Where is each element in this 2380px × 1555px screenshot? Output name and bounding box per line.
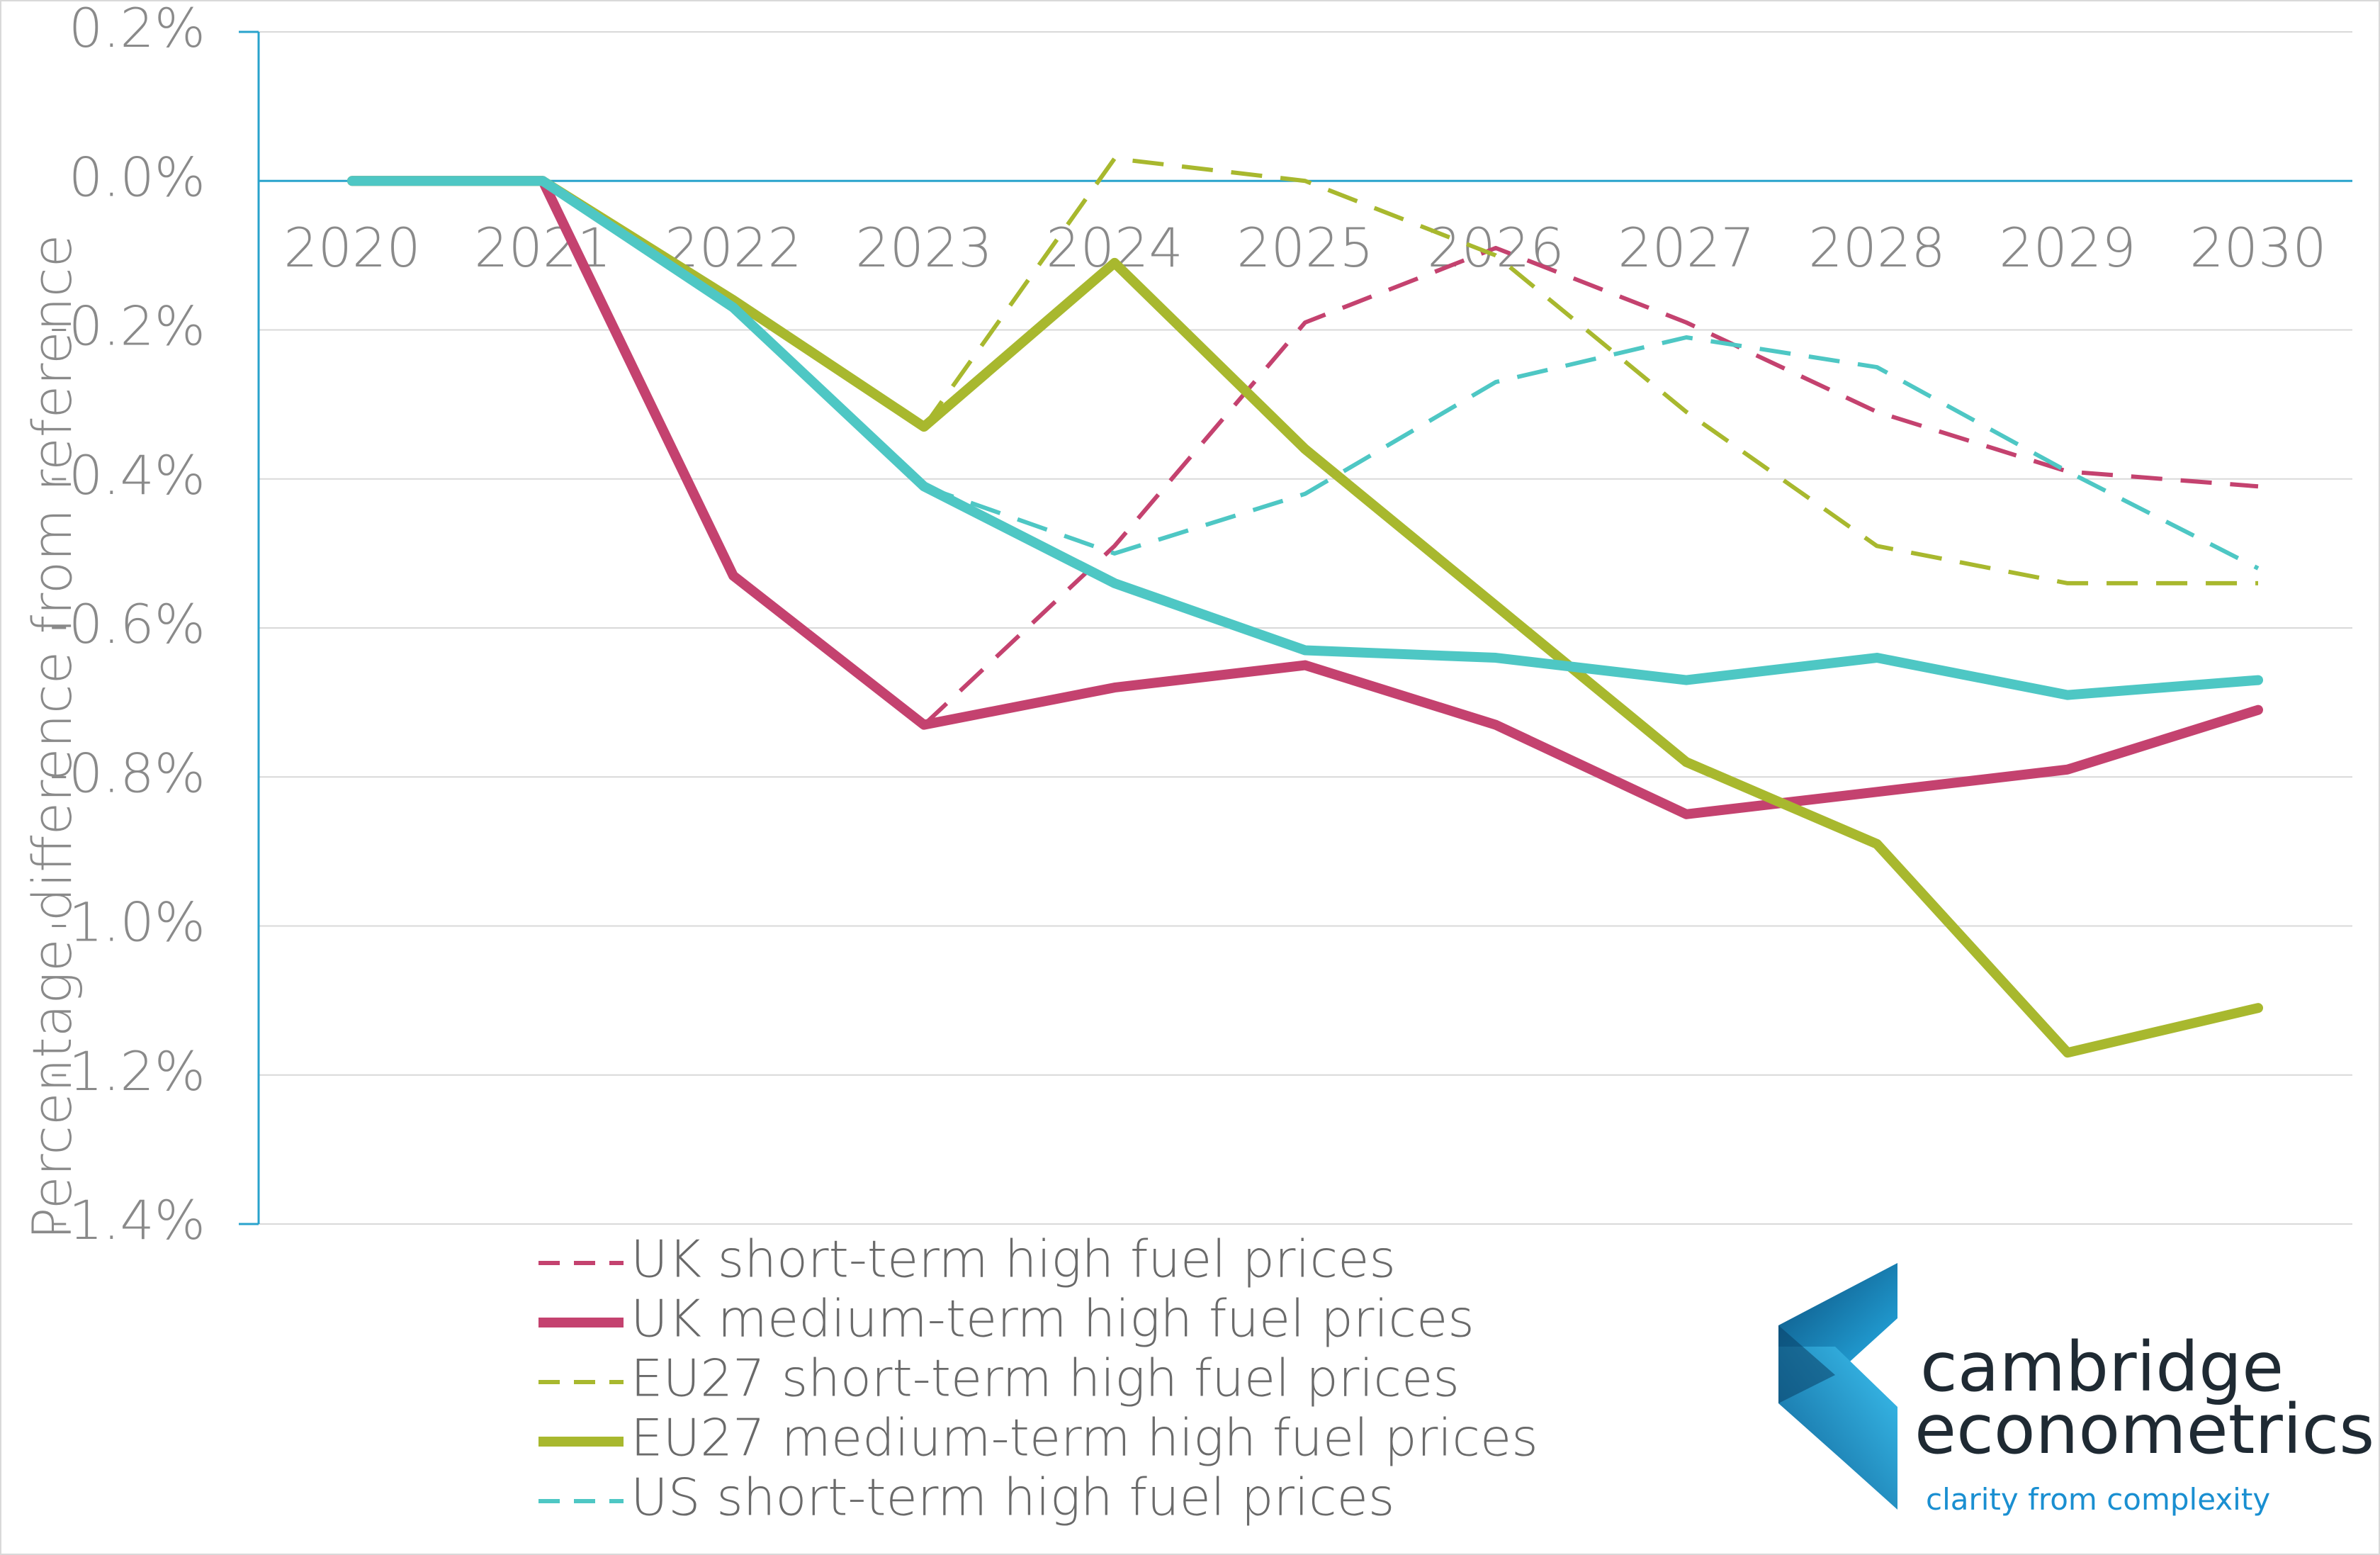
logo-mark-icon [1778,1263,1897,1510]
x-tick-label: 2027 [1618,216,1754,279]
logo-tagline: clarity from complexity [1926,1482,2270,1517]
x-tick-label: 2029 [1999,216,2136,279]
legend-label: US short-term high fuel prices [631,1468,1394,1527]
legend-label: UK medium-term high fuel prices [631,1289,1474,1349]
x-tick-label: 2020 [283,216,420,279]
y-axis-label: Percentage difference from reference [21,235,84,1240]
y-tick-label: -0.6% [49,593,205,656]
x-tick-labels: 2020 2021 2022 2023 2024 2025 2026 2027 2028 2029… [283,216,2326,279]
y-tick-label: 0.0% [69,145,205,208]
logo-text-line1: cambridge [1920,1327,2284,1407]
y-tick-label: -0.2% [49,295,205,358]
y-tick-label: 0.2% [69,0,205,60]
series-line-5 [347,176,2263,700]
legend-label: EU27 medium-term high fuel prices [631,1408,1538,1468]
series-lines [347,156,2263,1058]
legend-label: UK short-term high fuel prices [631,1230,1396,1289]
y-tick-label: -1.2% [49,1040,205,1103]
y-tick-labels: 0.2% 0.0% -0.2% -0.4% -0.6% -0.8% -1.0% -1.2% -1… [49,0,205,1252]
gridlines [259,31,2352,1225]
series-line-0 [922,245,2259,726]
series-line-4 [923,335,2260,571]
series-line-2 [922,156,2258,585]
y-tick-label: -0.4% [49,444,205,507]
y-tick-label: -1.0% [49,891,205,954]
x-tick-label: 2023 [855,216,992,279]
legend-label: EU27 short-term high fuel prices [631,1349,1460,1408]
x-tick-label: 2030 [2189,216,2326,279]
y-tick-label: -1.4% [49,1189,205,1252]
cambridge-econometrics-logo: cambridge econometrics clarity from comp… [1778,1263,2374,1517]
y-tick-label: -0.8% [49,741,205,804]
logo-text-line2: econometrics [1914,1390,2374,1469]
series-line-1 [347,176,2263,819]
x-tick-label: 2025 [1236,216,1373,279]
series-line-3 [347,176,2263,1058]
x-tick-label: 2028 [1808,216,1945,279]
